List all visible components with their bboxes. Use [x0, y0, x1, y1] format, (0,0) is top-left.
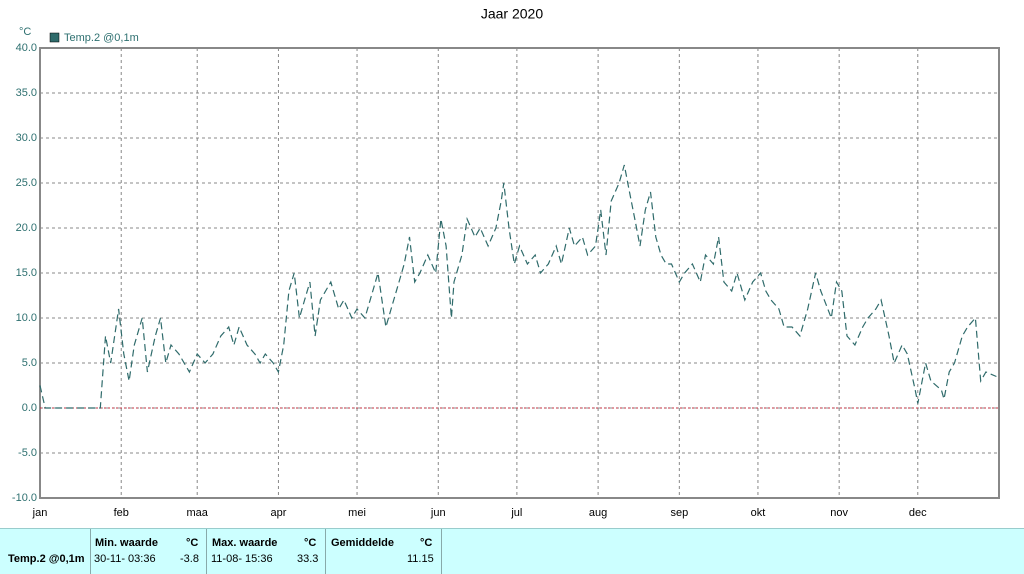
y-tick-label: -10.0: [12, 492, 37, 504]
divider: [90, 529, 91, 574]
cell: 33.3: [297, 553, 319, 565]
x-tick-label: maa: [187, 507, 209, 519]
x-tick-label: nov: [830, 507, 848, 519]
y-tick-label: 25.0: [16, 177, 37, 189]
cell: -3.8: [180, 553, 199, 565]
x-tick-label: apr: [270, 507, 286, 519]
chart: Jaar 2020 °C -10.0 -5.0 0.0 5.0 10.0 15.0 20.0…: [12, 6, 1000, 519]
y-tick-label: 30.0: [16, 132, 37, 144]
summary-table: Min. waarde °C Max. waarde °C Gemiddelde…: [0, 528, 1024, 574]
x-tick-label: mei: [348, 507, 366, 519]
cell: 11-08- 15:36: [211, 553, 273, 565]
divider: [206, 529, 207, 574]
y-tick-label: -5.0: [18, 447, 37, 459]
x-tick-label: aug: [589, 507, 607, 519]
header-cell: Max. waarde: [212, 537, 278, 549]
chart-title: Jaar 2020: [481, 6, 543, 22]
x-tick-label: feb: [114, 507, 129, 519]
x-tick-label: jun: [430, 507, 446, 519]
divider: [441, 529, 442, 574]
header-cell: Gemiddelde: [331, 537, 394, 549]
x-tick-label: okt: [751, 507, 766, 519]
y-unit: °C: [19, 26, 31, 38]
cell: 30-11- 03:36: [94, 553, 156, 565]
y-tick-label: 15.0: [16, 267, 37, 279]
y-tick-label: 35.0: [16, 87, 37, 99]
cell: 11.15: [407, 553, 434, 565]
x-tick-label: jan: [32, 507, 48, 519]
header-cell: °C: [420, 537, 433, 549]
x-tick-label: sep: [670, 507, 688, 519]
x-tick-label: jul: [510, 507, 522, 519]
header-cell: °C: [186, 537, 199, 549]
x-tick-label: dec: [909, 507, 927, 519]
row-label: Temp.2 @0,1m: [8, 553, 85, 565]
plot-frame: [39, 47, 1000, 499]
legend-swatch: [49, 32, 60, 43]
y-tick-label: 0.0: [22, 402, 37, 414]
divider: [325, 529, 326, 574]
y-tick-label: 20.0: [16, 222, 37, 234]
header-cell: Min. waarde: [95, 537, 158, 549]
header-cell: °C: [304, 537, 317, 549]
y-tick-label: 5.0: [22, 357, 37, 369]
y-tick-label: 10.0: [16, 312, 37, 324]
y-tick-label: 40.0: [16, 42, 37, 54]
data-line: [39, 164, 997, 409]
legend-label: Temp.2 @0,1m: [64, 32, 139, 44]
